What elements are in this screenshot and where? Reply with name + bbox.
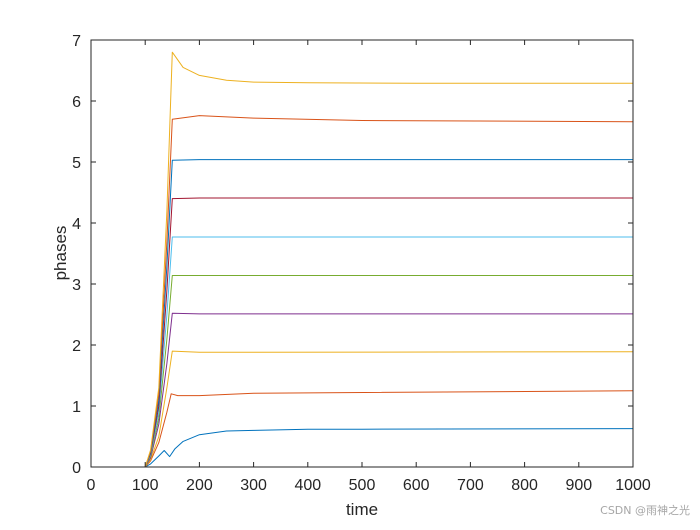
x-tick-label: 500 <box>349 477 376 494</box>
x-tick-label: 100 <box>132 477 159 494</box>
plot-area <box>91 40 633 467</box>
x-axis-label: time <box>346 500 378 519</box>
x-tick-label: 1000 <box>615 477 651 494</box>
y-tick-label: 6 <box>72 94 81 111</box>
series-line-10 <box>91 51 633 468</box>
y-tick-label: 5 <box>72 155 81 172</box>
watermark-text: CSDN @雨神之光 <box>600 504 690 517</box>
x-ticks: 0 100 200 300 400 500 600 700 800 900 1000 <box>87 40 651 494</box>
y-ticks: 0 1 2 3 4 5 6 7 <box>72 33 633 477</box>
y-tick-label: 4 <box>72 216 81 233</box>
y-tick-label: 3 <box>72 277 81 294</box>
x-tick-label: 200 <box>186 477 213 494</box>
x-tick-label: 0 <box>87 477 96 494</box>
y-tick-label: 0 <box>72 460 81 477</box>
y-axis-label: phases <box>51 226 70 281</box>
x-tick-label: 300 <box>240 477 267 494</box>
x-tick-label: 700 <box>457 477 484 494</box>
y-tick-label: 2 <box>72 338 81 355</box>
x-tick-label: 600 <box>403 477 430 494</box>
x-tick-label: 400 <box>294 477 321 494</box>
y-tick-label: 7 <box>72 33 81 50</box>
x-tick-label: 800 <box>511 477 538 494</box>
y-tick-label: 1 <box>72 399 81 416</box>
x-tick-label: 900 <box>565 477 592 494</box>
series-layer <box>91 51 634 468</box>
series-line-1 <box>91 428 634 468</box>
